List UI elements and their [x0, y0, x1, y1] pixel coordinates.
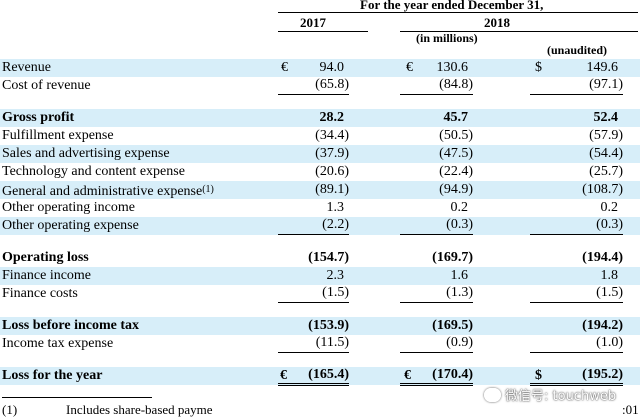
row-label: Other operating expense	[2, 218, 139, 233]
value-2018-eur: 45.7	[443, 110, 469, 125]
value-2018-eur: (169.7)	[432, 250, 473, 265]
table-row: Gross profit 28.2 45.7 52.4	[0, 109, 640, 127]
footnote-reference: (1)	[202, 184, 214, 195]
units-note: (in millions)	[416, 31, 478, 45]
row-label: Loss before income tax	[2, 318, 139, 333]
row-label: Loss for the year	[2, 368, 103, 383]
value-2018-usd: (97.1)	[530, 77, 623, 95]
value-2017: (89.1)	[315, 182, 349, 197]
value-2018-eur: (47.5)	[439, 146, 473, 161]
value-2018-usd: 0.2	[600, 200, 619, 215]
value-2018-eur: (50.5)	[439, 128, 473, 143]
table-row: Cost of revenue (65.8) (84.8) (97.1)	[0, 77, 640, 95]
row-label: Finance costs	[2, 286, 78, 301]
value-2017: (65.8)	[278, 77, 349, 95]
value-2018-eur: (22.4)	[439, 164, 473, 179]
currency-symbol: $	[535, 60, 542, 75]
table-row: Other operating income 1.3 0.2 0.2	[0, 199, 640, 217]
table-row: Finance income 2.3 1.6 1.8	[0, 267, 640, 285]
value-2018-usd: (25.7)	[589, 164, 623, 179]
value-2017: (2.2)	[278, 217, 349, 235]
value-2017: 94.0	[319, 60, 345, 75]
row-label: Finance income	[2, 268, 92, 283]
currency-symbol: €	[404, 368, 411, 383]
currency-symbol: €	[406, 60, 413, 75]
table-row: Other operating expense (2.2) (0.3) (0.3…	[0, 217, 640, 235]
value-2018-usd: (194.2)	[582, 318, 623, 333]
period-title: For the year ended December 31,	[360, 0, 544, 12]
year-2017-rule	[278, 31, 368, 32]
value-2018-usd: (1.5)	[530, 285, 623, 303]
value-2018-eur: (94.9)	[439, 182, 473, 197]
value-2018-eur: (0.3)	[400, 217, 473, 235]
value-2018-usd: (108.7)	[582, 182, 623, 197]
currency-symbol: $	[535, 368, 542, 383]
wechat-icon	[484, 388, 501, 402]
value-2017: 28.2	[319, 110, 345, 125]
income-statement-table: Revenue € 94.0 € 130.6 $ 149.6 Cost of r…	[0, 59, 640, 386]
value-2018-eur: (84.8)	[400, 77, 473, 95]
row-label: Cost of revenue	[2, 78, 91, 93]
table-row: Fulfillment expense (34.4) (50.5) (57.9)	[0, 127, 640, 145]
value-2018-usd: (57.9)	[589, 128, 623, 143]
value-2018-eur: 130.6	[436, 60, 469, 75]
table-row: Loss for the year € (165.4) € (170.4) $ …	[0, 367, 640, 386]
watermark-text: 微信号: touchweb	[505, 389, 617, 404]
value-2018-usd: 52.4	[593, 110, 619, 125]
footnote-trailing: :01	[622, 402, 639, 417]
value-2018-usd: (195.2)	[530, 367, 623, 386]
value-2018-usd: 1.8	[600, 268, 619, 283]
value-2018-eur: (1.3)	[400, 285, 473, 303]
value-2017: 2.3	[326, 268, 345, 283]
value-2018-eur: 1.6	[450, 268, 469, 283]
row-label: Fulfillment expense	[2, 128, 114, 143]
value-2017: 1.3	[326, 200, 345, 215]
watermark: 微信号: touchweb	[484, 385, 616, 404]
value-2018-usd: (0.3)	[530, 217, 623, 235]
table-row: Technology and content expense (20.6) (2…	[0, 163, 640, 181]
footnote-marker: (1)	[2, 402, 18, 417]
value-2018-eur: (170.4)	[400, 367, 473, 386]
year-2018-rule	[400, 31, 638, 32]
row-label-text: General and administrative expense	[2, 184, 203, 199]
row-label: Other operating income	[2, 200, 135, 215]
value-2017: (37.9)	[315, 146, 349, 161]
table-row: Sales and advertising expense (37.9) (47…	[0, 145, 640, 163]
footnote-rule	[2, 397, 152, 398]
table-row: Income tax expense (11.5) (0.9) (1.0)	[0, 335, 640, 353]
row-label: Operating loss	[2, 250, 89, 265]
table-row: Revenue € 94.0 € 130.6 $ 149.6	[0, 59, 640, 77]
currency-symbol: €	[281, 60, 288, 75]
row-label: Gross profit	[2, 110, 75, 125]
year-2018-header: 2018	[484, 15, 510, 30]
value-2017: (154.7)	[308, 250, 349, 265]
value-2017: (20.6)	[315, 164, 349, 179]
year-2017-header: 2017	[300, 15, 326, 30]
footnote-text: Includes share-based payme	[66, 402, 213, 417]
value-2018-eur: (169.5)	[432, 318, 473, 333]
table-row: Loss before income tax (153.9) (169.5) (…	[0, 317, 640, 335]
row-label: General and administrative expense(1)	[2, 181, 214, 201]
value-2017: (165.4)	[278, 367, 349, 386]
value-2017: (34.4)	[315, 128, 349, 143]
value-2018-usd: (54.4)	[589, 146, 623, 161]
value-2018-usd: (1.0)	[530, 335, 623, 353]
value-2018-usd: (194.4)	[582, 250, 623, 265]
row-label: Technology and content expense	[2, 164, 185, 179]
value-2017: (11.5)	[278, 335, 349, 353]
value-2017: (153.9)	[308, 318, 349, 333]
value-2018-usd: 149.6	[586, 60, 619, 75]
row-label: Sales and advertising expense	[2, 146, 170, 161]
table-row: Operating loss (154.7) (169.7) (194.4)	[0, 249, 640, 267]
unaudited-note: (unaudited)	[547, 43, 608, 57]
row-label: Revenue	[2, 60, 51, 75]
row-label: Income tax expense	[2, 336, 114, 351]
value-2018-eur: 0.2	[450, 200, 469, 215]
period-title-rule	[278, 12, 638, 13]
value-2017: (1.5)	[278, 285, 349, 303]
table-row: General and administrative expense(1) (8…	[0, 181, 640, 199]
table-row: Finance costs (1.5) (1.3) (1.5)	[0, 285, 640, 303]
value-2018-eur: (0.9)	[400, 335, 473, 353]
currency-symbol: €	[280, 368, 287, 383]
